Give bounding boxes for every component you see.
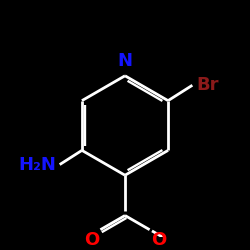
Text: O: O xyxy=(151,231,166,249)
Text: Br: Br xyxy=(196,76,218,94)
Text: H₂N: H₂N xyxy=(18,156,56,174)
Text: N: N xyxy=(118,52,132,70)
Text: O: O xyxy=(84,231,99,249)
